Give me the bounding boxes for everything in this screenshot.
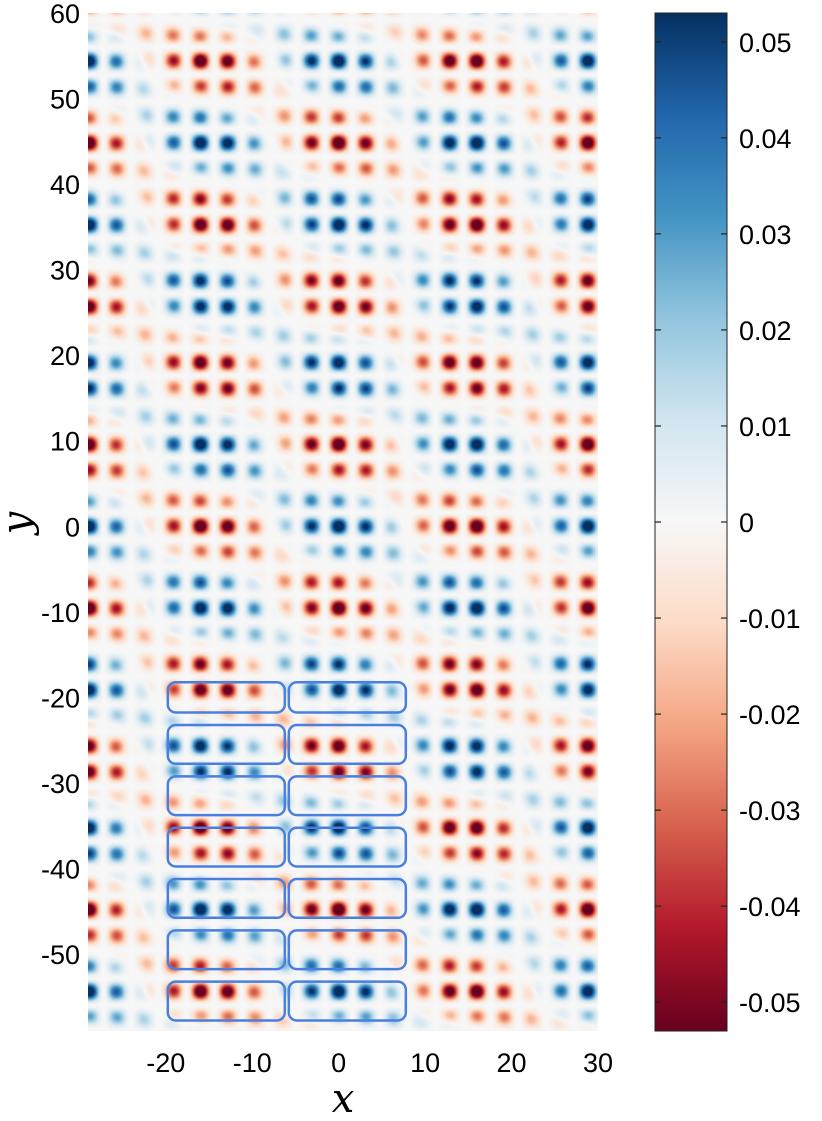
colorbar-tick-label: -0.04 xyxy=(739,892,801,922)
x-tick-label: 10 xyxy=(410,1048,440,1078)
heatmap-field xyxy=(88,13,598,1031)
overlay-box xyxy=(166,877,287,920)
overlay-box xyxy=(287,681,408,714)
x-tick-label: 20 xyxy=(497,1048,527,1078)
y-tick-label: -10 xyxy=(41,598,80,628)
overlay-box xyxy=(166,681,287,714)
colorbar-tick-label: 0.02 xyxy=(739,316,792,346)
colorbar-tick-label: -0.01 xyxy=(739,604,801,634)
overlay-box xyxy=(166,723,287,766)
x-axis-label: x xyxy=(332,1076,355,1121)
colorbar-tick-label: 0.01 xyxy=(739,412,792,442)
y-tick-label: -30 xyxy=(41,769,80,799)
colorbar-tick-label: 0.04 xyxy=(739,124,792,154)
y-tick-label: 0 xyxy=(65,512,80,542)
overlay-boxes xyxy=(166,681,408,1022)
overlay-box xyxy=(287,877,408,920)
y-tick-label: 20 xyxy=(50,341,80,371)
y-tick-label: 30 xyxy=(50,256,80,286)
y-tick-label: 10 xyxy=(50,427,80,457)
y-tick-label: 60 xyxy=(50,0,80,29)
colorbar-gradient xyxy=(654,12,728,1032)
colorbar-tick-label: 0.03 xyxy=(739,220,792,250)
colorbar-tick-label: -0.02 xyxy=(739,700,801,730)
colorbar: 0.05 0.04 0.03 0.02 0.01 0 -0.01 -0.02 -0.03 -0.0… xyxy=(654,12,801,1032)
overlay-box xyxy=(287,980,408,1022)
colorbar-tick-label: -0.05 xyxy=(739,988,801,1018)
overlay-box xyxy=(166,980,287,1022)
overlay-box xyxy=(287,775,408,817)
colorbar-tick-label: 0.05 xyxy=(739,28,792,58)
overlay-box xyxy=(287,826,408,868)
x-tick-label: -20 xyxy=(146,1048,185,1078)
y-tick-label: -40 xyxy=(41,854,80,884)
y-axis-ticks: 60 50 40 30 20 10 0 -10 -20 -30 -40 -50 xyxy=(41,0,80,970)
overlay-box xyxy=(166,775,287,817)
x-tick-label: 0 xyxy=(331,1048,346,1078)
y-tick-label: 50 xyxy=(50,85,80,115)
x-axis-ticks: -20 -10 0 10 20 30 xyxy=(146,1048,613,1078)
overlay-box xyxy=(166,826,287,868)
overlay-box xyxy=(287,929,408,971)
overlay-box xyxy=(287,723,408,766)
y-axis-label: y xyxy=(0,510,40,536)
overlay-box xyxy=(166,929,287,971)
x-tick-label: 30 xyxy=(583,1048,613,1078)
heatmap-plot xyxy=(88,13,598,1031)
y-tick-label: -20 xyxy=(41,683,80,713)
x-tick-label: -10 xyxy=(233,1048,272,1078)
colorbar-tick-label: -0.03 xyxy=(739,796,801,826)
colorbar-ticks: 0.05 0.04 0.03 0.02 0.01 0 -0.01 -0.02 -0.03 -0.0… xyxy=(655,28,801,1018)
colorbar-tick-label: 0 xyxy=(739,508,754,538)
y-tick-label: 40 xyxy=(50,170,80,200)
y-tick-label: -50 xyxy=(41,940,80,970)
